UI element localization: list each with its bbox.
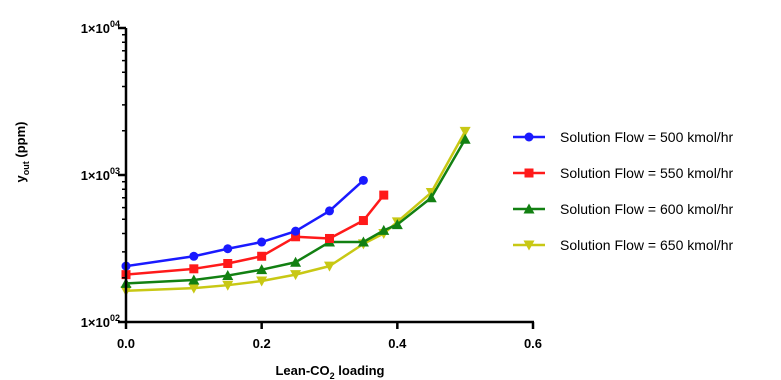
- series-3: [120, 133, 471, 288]
- data-point: [290, 256, 302, 267]
- data-point: [256, 276, 268, 287]
- data-point: [257, 237, 267, 247]
- data-point: [358, 175, 368, 185]
- legend-label: Solution Flow = 500 kmol/hr: [560, 129, 733, 145]
- data-point: [379, 190, 389, 200]
- data-point: [189, 251, 199, 261]
- x-axis-ticks: 0.0 0.2 0.4 0.6: [117, 322, 542, 351]
- legend-item-2: Solution Flow = 550 kmol/hr: [513, 165, 733, 181]
- legend-item-4: Solution Flow = 650 kmol/hr: [513, 237, 733, 253]
- y-tick-label: 1×1004: [81, 19, 120, 36]
- x-axis-title: Lean-CO2 loading: [275, 363, 384, 380]
- x-tick-label: 0.6: [524, 336, 542, 351]
- data-point: [223, 259, 233, 269]
- legend-item-3: Solution Flow = 600 kmol/hr: [513, 201, 733, 217]
- legend-marker: [524, 168, 534, 178]
- y-axis-title-main: y: [13, 174, 28, 182]
- x-tick-label: 0.4: [388, 336, 407, 351]
- legend-label: Solution Flow = 550 kmol/hr: [560, 165, 733, 181]
- data-point: [189, 264, 199, 274]
- data-point: [257, 251, 267, 261]
- data-point: [222, 280, 234, 291]
- data-point: [459, 133, 471, 144]
- y-axis-title-subscript: out: [21, 161, 31, 175]
- data-point: [324, 261, 335, 272]
- series-2: [121, 190, 389, 280]
- data-point: [391, 219, 403, 230]
- y-axis-title: yout (ppm): [13, 122, 31, 183]
- legend-marker: [523, 240, 535, 251]
- series-line: [125, 179, 365, 268]
- y-tick-label: 1×1003: [81, 166, 120, 183]
- legend-label: Solution Flow = 650 kmol/hr: [560, 237, 733, 253]
- x-axis-title-rest: loading: [335, 363, 385, 378]
- data-point: [378, 224, 390, 235]
- y-tick-label: 1×1002: [81, 313, 120, 330]
- series-1: [121, 175, 368, 271]
- data-point: [358, 216, 368, 226]
- x-axis-title-main: Lean-CO: [275, 363, 329, 378]
- data-point: [325, 206, 334, 216]
- data-point: [290, 270, 302, 281]
- legend-marker: [523, 203, 535, 214]
- data-point: [291, 226, 301, 236]
- data-point: [325, 233, 334, 243]
- series-line: [125, 194, 385, 276]
- data-point: [256, 264, 268, 275]
- data-point: [459, 126, 471, 137]
- legend-marker: [524, 132, 534, 142]
- data-point: [222, 270, 234, 281]
- legend: Solution Flow = 500 kmol/hr Solution Flow…: [513, 129, 733, 253]
- y-axis-ticks: 1×1002 1×1003 1×1004: [81, 19, 126, 330]
- x-tick-label: 0.0: [117, 336, 135, 351]
- data-point: [425, 192, 437, 203]
- data-point: [223, 244, 233, 254]
- x-tick-label: 0.2: [253, 336, 271, 351]
- legend-label: Solution Flow = 600 kmol/hr: [560, 201, 733, 217]
- y-axis-title-rest: (ppm): [13, 122, 28, 162]
- data-point: [188, 283, 200, 294]
- data-point: [357, 236, 369, 247]
- legend-item-1: Solution Flow = 500 kmol/hr: [513, 129, 733, 145]
- x-axis-title-subscript: 2: [330, 371, 335, 380]
- series-layer: [120, 126, 471, 297]
- data-point: [188, 274, 200, 285]
- data-point: [291, 232, 301, 242]
